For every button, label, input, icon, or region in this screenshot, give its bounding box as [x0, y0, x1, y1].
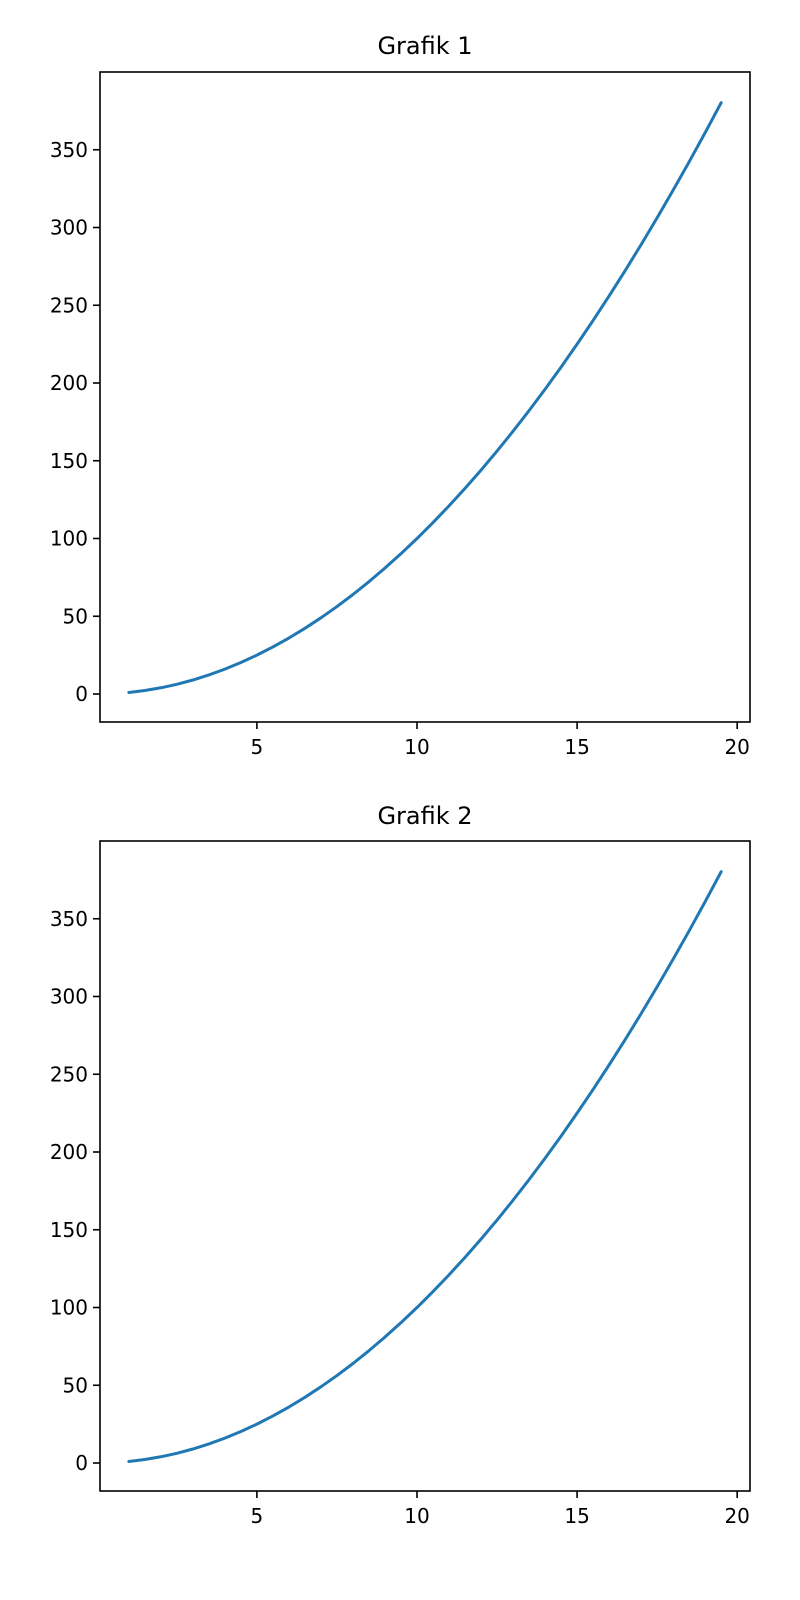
axes-frame [99, 840, 751, 1492]
series-line [127, 101, 723, 694]
y-tick-label: 300 [50, 985, 88, 1009]
y-tick-label: 250 [50, 1062, 88, 1086]
x-tick-label: 20 [724, 735, 749, 759]
x-tick-label: 15 [564, 1504, 589, 1528]
chart-title: Grafik 2 [377, 802, 472, 830]
y-tick-label: 0 [75, 1451, 88, 1475]
x-tick-label: 10 [404, 1504, 429, 1528]
y-tick-label: 350 [50, 138, 88, 162]
x-tick-label: 10 [404, 735, 429, 759]
x-tick-label: 15 [564, 735, 589, 759]
y-tick-label: 50 [63, 1373, 88, 1397]
chart-title: Grafik 1 [377, 32, 472, 60]
x-tick-label: 5 [251, 1504, 264, 1528]
x-tick-label: 5 [251, 735, 264, 759]
y-tick-label: 100 [50, 1296, 88, 1320]
y-tick-label: 200 [50, 1140, 88, 1164]
y-tick-label: 300 [50, 216, 88, 240]
y-tick-label: 0 [75, 682, 88, 706]
y-tick-label: 100 [50, 527, 88, 551]
x-tick-label: 20 [724, 1504, 749, 1528]
axes-frame [99, 71, 751, 723]
y-tick-label: 200 [50, 371, 88, 395]
y-tick-label: 150 [50, 1218, 88, 1242]
y-tick-label: 350 [50, 907, 88, 931]
y-tick-label: 50 [63, 604, 88, 628]
y-tick-label: 250 [50, 293, 88, 317]
y-tick-label: 150 [50, 449, 88, 473]
series-line [127, 870, 723, 1463]
